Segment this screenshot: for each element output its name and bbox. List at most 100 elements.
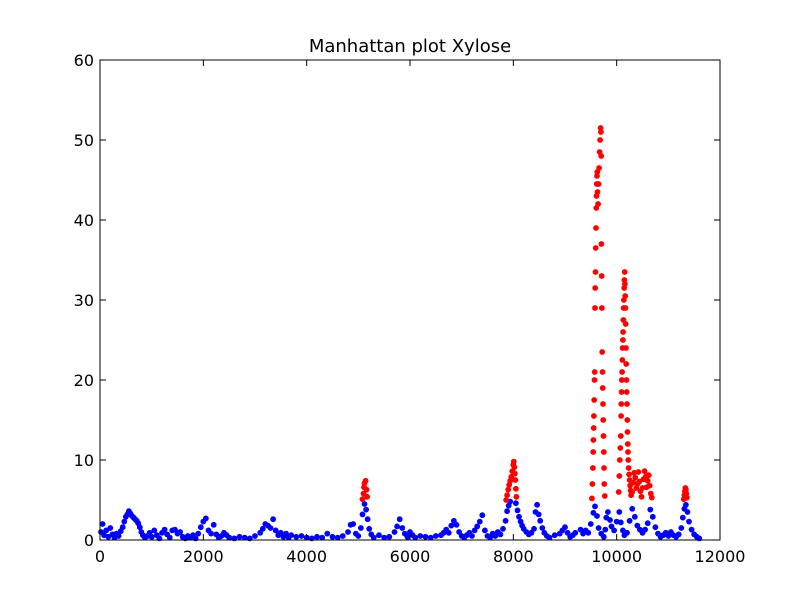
point-below-threshold bbox=[608, 523, 615, 530]
point-below-threshold bbox=[683, 501, 689, 508]
point-below-threshold bbox=[364, 516, 371, 523]
point-below-threshold bbox=[370, 534, 377, 541]
point-below-threshold bbox=[399, 525, 406, 531]
point-above-threshold bbox=[617, 445, 624, 451]
point-below-threshold bbox=[386, 533, 393, 540]
x-tick-label: 8000 bbox=[493, 547, 534, 566]
point-below-threshold bbox=[642, 526, 648, 533]
point-above-threshold bbox=[592, 305, 598, 311]
point-below-threshold bbox=[99, 521, 106, 527]
point-above-threshold bbox=[594, 189, 601, 195]
point-below-threshold bbox=[298, 533, 305, 539]
point-below-threshold bbox=[422, 533, 429, 540]
point-above-threshold bbox=[623, 361, 630, 367]
point-below-threshold bbox=[355, 533, 362, 539]
point-above-threshold bbox=[621, 269, 628, 275]
point-above-threshold bbox=[620, 337, 626, 343]
point-below-threshold bbox=[679, 514, 686, 521]
point-above-threshold bbox=[590, 449, 597, 455]
point-below-threshold bbox=[267, 525, 274, 531]
point-above-threshold bbox=[503, 497, 509, 503]
point-below-threshold bbox=[564, 529, 571, 536]
point-below-threshold bbox=[481, 527, 488, 534]
point-above-threshold bbox=[598, 241, 605, 247]
point-above-threshold bbox=[590, 437, 597, 443]
point-above-threshold bbox=[622, 281, 628, 287]
point-below-threshold bbox=[626, 517, 633, 524]
point-below-threshold bbox=[528, 529, 535, 536]
point-below-threshold bbox=[531, 525, 537, 532]
point-below-threshold bbox=[649, 513, 656, 520]
y-tick-label: 30 bbox=[74, 291, 94, 310]
point-above-threshold bbox=[615, 489, 622, 495]
point-below-threshold bbox=[448, 522, 455, 529]
point-above-threshold bbox=[505, 486, 512, 493]
point-below-threshold bbox=[675, 531, 682, 538]
point-above-threshold bbox=[625, 457, 632, 463]
point-above-threshold bbox=[590, 465, 596, 471]
point-below-threshold bbox=[361, 501, 368, 507]
point-below-threshold bbox=[350, 521, 357, 527]
point-above-threshold bbox=[599, 349, 606, 355]
point-above-threshold bbox=[601, 493, 608, 499]
point-above-threshold bbox=[592, 245, 599, 251]
point-below-threshold bbox=[611, 527, 617, 534]
point-below-threshold bbox=[539, 525, 546, 531]
point-above-threshold bbox=[600, 417, 607, 423]
point-below-threshold bbox=[412, 534, 419, 541]
point-above-threshold bbox=[601, 465, 607, 471]
point-above-threshold bbox=[646, 482, 653, 489]
point-above-threshold bbox=[512, 470, 518, 477]
point-above-threshold bbox=[600, 401, 606, 407]
point-below-threshold bbox=[686, 518, 692, 525]
point-above-threshold bbox=[624, 417, 631, 423]
point-below-threshold bbox=[592, 503, 598, 510]
point-above-threshold bbox=[622, 321, 629, 327]
point-above-threshold bbox=[508, 473, 515, 480]
point-above-threshold bbox=[622, 305, 629, 311]
point-above-threshold bbox=[599, 305, 605, 311]
point-below-threshold bbox=[629, 505, 636, 512]
point-below-threshold bbox=[107, 525, 114, 531]
point-below-threshold bbox=[226, 534, 233, 541]
point-below-threshold bbox=[427, 534, 434, 541]
point-below-threshold bbox=[283, 530, 289, 537]
point-below-threshold bbox=[546, 534, 553, 541]
point-above-threshold bbox=[591, 397, 598, 403]
point-below-threshold bbox=[151, 527, 158, 534]
point-above-threshold bbox=[598, 129, 604, 135]
point-below-threshold bbox=[257, 529, 264, 536]
point-below-threshold bbox=[600, 533, 607, 540]
point-below-threshold bbox=[195, 530, 202, 537]
point-below-threshold bbox=[177, 529, 183, 535]
point-above-threshold bbox=[598, 273, 605, 279]
point-below-threshold bbox=[241, 534, 248, 541]
point-above-threshold bbox=[589, 495, 595, 502]
point-below-threshold bbox=[678, 525, 685, 531]
point-above-threshold bbox=[589, 481, 596, 487]
point-above-threshold bbox=[625, 449, 631, 455]
point-below-threshold bbox=[453, 521, 460, 528]
point-below-threshold bbox=[319, 534, 326, 541]
point-above-threshold bbox=[684, 494, 690, 501]
point-below-threshold bbox=[562, 524, 568, 531]
point-below-threshold bbox=[572, 529, 579, 536]
point-below-threshold bbox=[115, 533, 122, 539]
point-above-threshold bbox=[638, 493, 645, 500]
point-above-threshold bbox=[592, 269, 599, 275]
point-below-threshold bbox=[366, 525, 373, 532]
point-below-threshold bbox=[339, 533, 346, 539]
point-below-threshold bbox=[471, 527, 478, 534]
point-below-threshold bbox=[210, 521, 217, 528]
point-below-threshold bbox=[432, 533, 439, 539]
point-below-threshold bbox=[502, 517, 509, 524]
point-below-threshold bbox=[345, 529, 351, 535]
point-below-threshold bbox=[644, 520, 651, 527]
point-above-threshold bbox=[595, 201, 601, 207]
point-above-threshold bbox=[591, 369, 598, 375]
point-below-threshold bbox=[476, 518, 483, 525]
point-below-threshold bbox=[595, 525, 602, 531]
point-above-threshold bbox=[592, 285, 599, 291]
point-below-threshold bbox=[236, 533, 243, 540]
